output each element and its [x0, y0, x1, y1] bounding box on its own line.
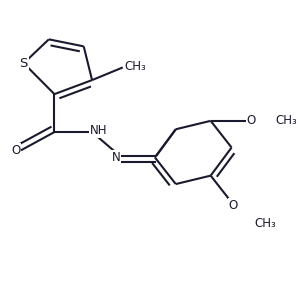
Text: O: O: [228, 199, 238, 212]
Text: CH₃: CH₃: [125, 60, 146, 72]
Text: S: S: [20, 57, 28, 70]
Text: N: N: [111, 151, 120, 164]
Text: O: O: [246, 114, 256, 127]
Text: O: O: [11, 144, 21, 157]
Text: CH₃: CH₃: [276, 114, 297, 127]
Text: CH₃: CH₃: [255, 217, 277, 230]
Text: NH: NH: [89, 124, 107, 137]
